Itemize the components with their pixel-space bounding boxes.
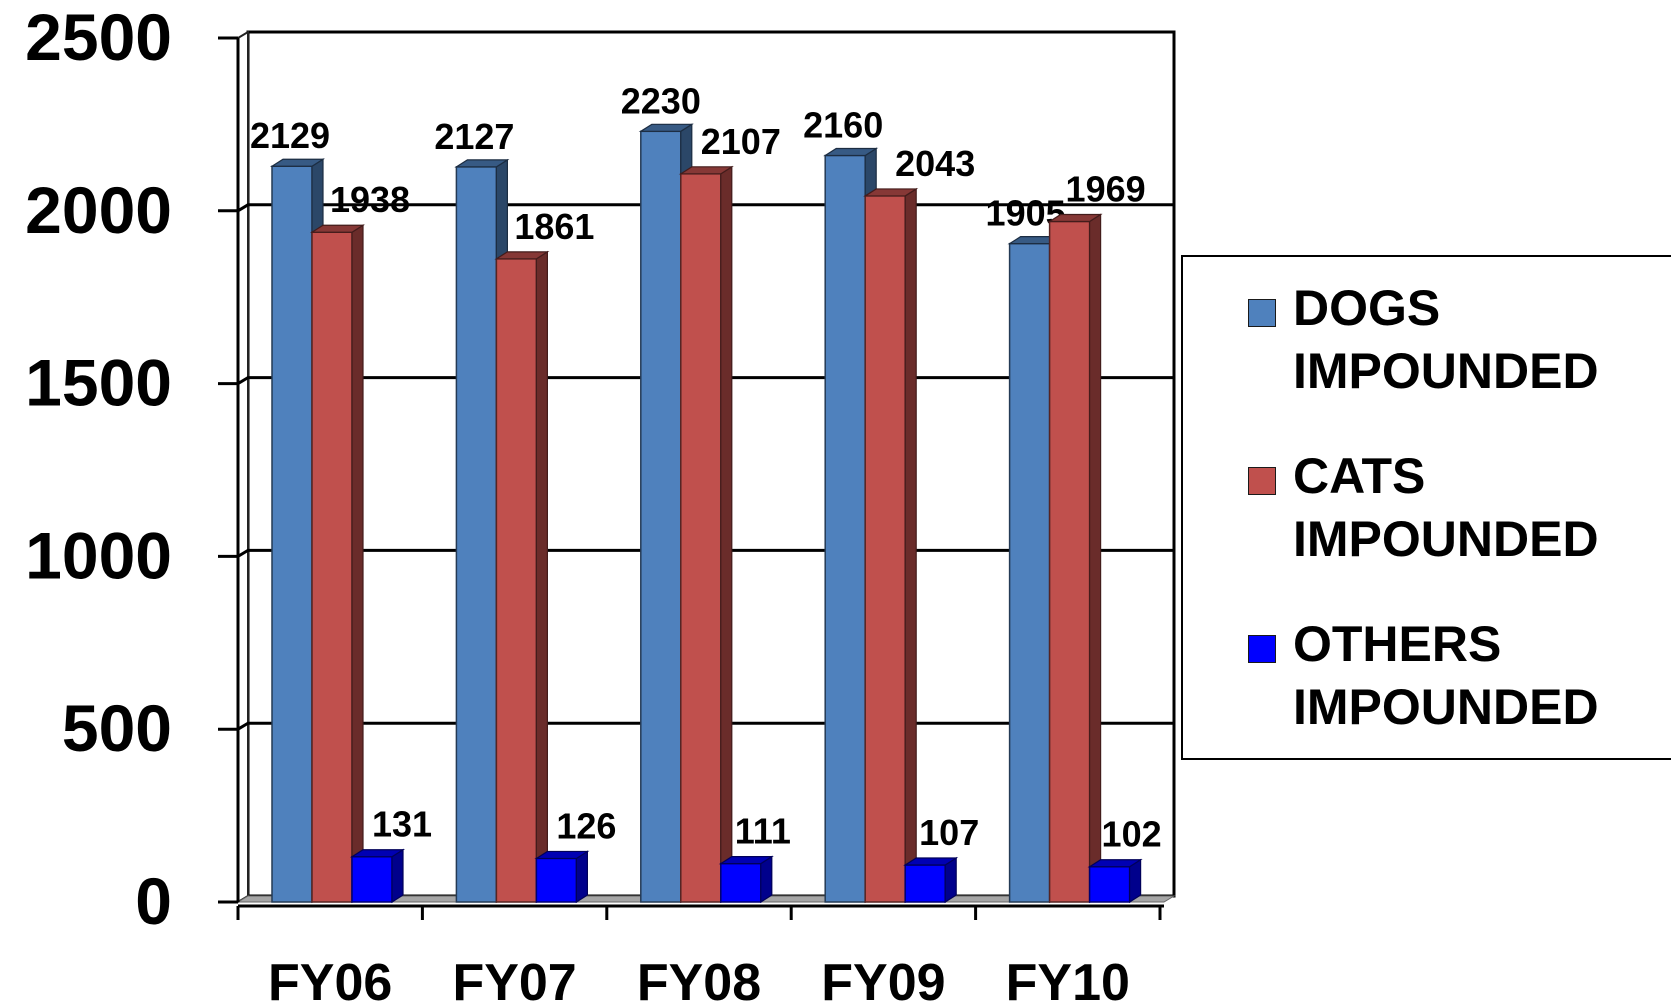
x-tick-label-fy10: FY10	[1006, 954, 1130, 1008]
bar-cats-fy07	[495, 258, 538, 903]
data-label-dogs-fy06: 2129	[250, 115, 330, 156]
x-tick-label-fy07: FY07	[452, 954, 576, 1008]
bar-top-dogs-fy08	[638, 123, 694, 132]
bar-top-cats-fy07	[494, 251, 550, 260]
data-label-others-fy08: 111	[735, 811, 791, 852]
x-tick-label-fy09: FY09	[821, 954, 945, 1008]
data-label-cats-fy08: 2107	[701, 121, 781, 162]
bar-side-others-fy06	[391, 848, 404, 904]
data-label-dogs-fy07: 2127	[434, 116, 514, 157]
legend-swatch-cats	[1248, 467, 1276, 495]
y-tick-label-0: 0	[135, 864, 172, 938]
bar-dogs-fy06	[271, 165, 313, 903]
bar-top-dogs-fy09	[823, 147, 879, 157]
bar-side-cats-fy10	[1088, 213, 1102, 904]
legend-label-others: OTHERS IMPOUNDED	[1293, 613, 1653, 739]
bar-cats-fy06	[311, 231, 353, 903]
bar-side-cats-fy07	[535, 250, 549, 904]
bar-side-cats-fy08	[720, 165, 733, 904]
legend-label-cats-line2: IMPOUNDED	[1293, 511, 1599, 567]
bar-top-cats-fy06	[309, 224, 366, 233]
data-label-others-fy07: 126	[556, 805, 616, 846]
data-label-cats-fy06: 1938	[330, 179, 410, 220]
bar-top-others-fy07	[534, 850, 590, 860]
chart-legend: DOGS IMPOUNDED CATS IMPOUNDED OTHERS IMP…	[1181, 255, 1671, 760]
bar-dogs-fy08	[640, 130, 682, 903]
legend-label-dogs: DOGS IMPOUNDED	[1293, 277, 1653, 403]
data-label-others-fy10: 102	[1102, 814, 1162, 855]
legend-label-others-line1: OTHERS	[1293, 616, 1502, 672]
legend-label-dogs-line1: DOGS	[1293, 280, 1441, 336]
legend-label-dogs-line2: IMPOUNDED	[1293, 343, 1599, 399]
bar-side-others-fy07	[575, 850, 589, 904]
bar-others-fy09	[904, 864, 946, 903]
bar-dogs-fy07	[455, 166, 498, 903]
bar-side-cats-fy09	[904, 187, 917, 904]
data-label-others-fy06: 131	[372, 804, 432, 845]
data-label-dogs-fy09: 2160	[803, 105, 883, 146]
bar-others-fy10	[1088, 865, 1131, 903]
legend-label-others-line2: IMPOUNDED	[1293, 679, 1599, 735]
bar-top-others-fy09	[903, 857, 959, 866]
bar-top-others-fy10	[1087, 859, 1143, 868]
bar-cats-fy10	[1048, 220, 1091, 903]
data-label-cats-fy10: 1969	[1066, 169, 1146, 210]
bar-top-others-fy08	[718, 856, 774, 865]
data-label-cats-fy09: 2043	[895, 143, 975, 184]
bar-top-cats-fy09	[863, 188, 919, 197]
x-tick-label-fy06: FY06	[268, 954, 392, 1008]
bar-others-fy06	[351, 855, 393, 903]
bar-top-dogs-fy07	[454, 159, 510, 168]
bar-cats-fy09	[864, 195, 906, 903]
y-tick-label-500: 500	[62, 691, 172, 765]
legend-swatch-others	[1248, 635, 1276, 663]
data-label-others-fy09: 107	[919, 812, 979, 853]
bar-dogs-fy10	[1008, 242, 1051, 903]
bar-others-fy07	[535, 857, 578, 903]
y-tick-label-2000: 2000	[25, 173, 172, 247]
bar-dogs-fy09	[824, 154, 866, 903]
bar-side-cats-fy06	[351, 224, 364, 904]
bar-others-fy08	[720, 862, 762, 903]
bar-cats-fy08	[680, 173, 722, 903]
bar-side-others-fy08	[760, 855, 773, 904]
data-label-dogs-fy08: 2230	[621, 80, 701, 121]
legend-label-cats: CATS IMPOUNDED	[1293, 445, 1653, 571]
bar-top-cats-fy10	[1047, 213, 1103, 223]
y-tick-label-2500: 2500	[25, 0, 172, 74]
legend-swatch-dogs	[1248, 299, 1276, 327]
bar-top-dogs-fy06	[269, 158, 326, 167]
y-tick-label-1000: 1000	[25, 518, 172, 592]
y-tick-label-1500: 1500	[25, 346, 172, 420]
data-label-cats-fy07: 1861	[514, 206, 594, 247]
x-tick-label-fy08: FY08	[637, 954, 761, 1008]
bar-top-others-fy06	[349, 849, 406, 858]
bar-top-cats-fy08	[678, 166, 734, 175]
legend-label-cats-line1: CATS	[1293, 448, 1426, 504]
